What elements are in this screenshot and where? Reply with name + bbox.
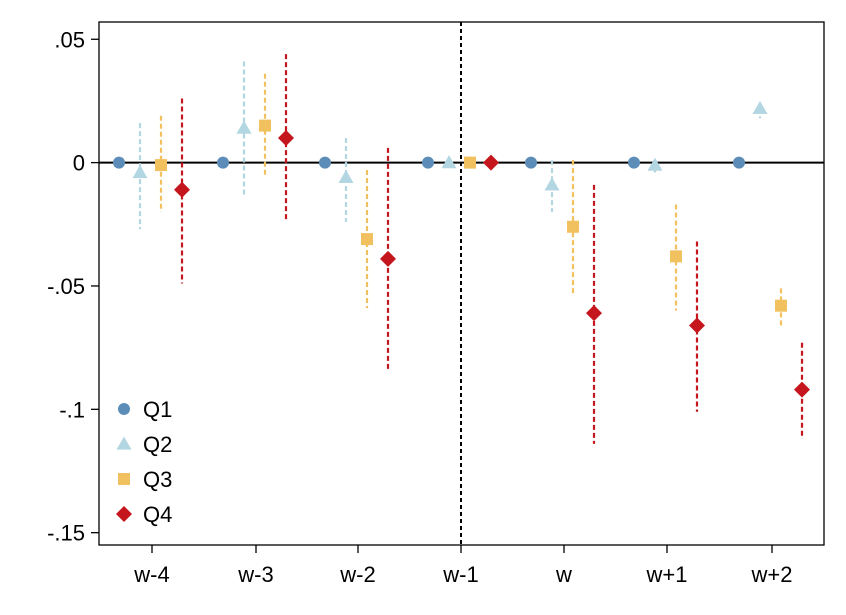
legend-label: Q3 — [143, 467, 172, 492]
point-estimate — [338, 169, 354, 184]
point-estimate — [361, 233, 373, 246]
y-tick-label: .05 — [54, 27, 85, 52]
x-tick-label: w — [555, 562, 572, 587]
x-tick-label: w+1 — [646, 562, 688, 587]
y-tick-label: -.1 — [59, 397, 85, 422]
point-estimate — [132, 164, 148, 179]
point-estimate — [319, 156, 331, 169]
x-tick-label: w-1 — [442, 562, 478, 587]
legend-marker — [118, 403, 130, 415]
point-estimate — [441, 155, 457, 169]
x-tick-label: w-4 — [133, 562, 169, 587]
point-estimate — [752, 100, 768, 114]
point-estimate — [733, 156, 745, 169]
point-estimate — [775, 299, 787, 312]
y-tick-label: 0 — [73, 151, 85, 176]
point-estimate — [794, 381, 810, 398]
x-tick-label: w-3 — [237, 562, 273, 587]
legend-marker — [116, 436, 132, 450]
series-q4 — [174, 54, 810, 444]
point-estimate — [217, 156, 229, 169]
point-estimate — [525, 156, 537, 169]
legend-label: Q2 — [143, 432, 172, 457]
x-tick-label: w+2 — [751, 562, 793, 587]
series-q2 — [132, 61, 768, 230]
legend-marker — [118, 473, 130, 485]
legend-marker — [116, 506, 132, 522]
x-tick-label: w-2 — [339, 562, 375, 587]
point-estimate — [236, 120, 252, 134]
point-estimate — [422, 156, 434, 169]
legend-item: Q1 — [118, 397, 172, 422]
point-estimate — [689, 317, 705, 334]
legend-item: Q2 — [116, 432, 172, 457]
y-tick-label: -.15 — [47, 521, 85, 546]
point-estimate — [113, 156, 125, 169]
point-estimate — [464, 156, 476, 169]
legend-label: Q4 — [143, 502, 172, 527]
point-estimate — [647, 157, 663, 171]
point-estimate — [155, 159, 167, 172]
point-estimate — [380, 250, 396, 267]
point-estimate — [628, 156, 640, 169]
series-q3 — [155, 73, 787, 326]
series-q1 — [113, 156, 745, 169]
point-estimate — [483, 154, 499, 171]
legend-label: Q1 — [143, 397, 172, 422]
point-estimate — [259, 119, 271, 132]
y-tick-label: -.05 — [47, 274, 85, 299]
point-estimate — [670, 250, 682, 263]
legend-item: Q3 — [118, 467, 172, 492]
point-estimate — [567, 220, 579, 233]
legend: Q1 Q2 Q3 Q4 — [116, 397, 172, 527]
point-estimate — [544, 177, 560, 191]
point-estimate — [278, 129, 294, 146]
point-estimate — [586, 305, 602, 322]
legend-item: Q4 — [116, 502, 172, 527]
marks-layer — [113, 54, 810, 444]
point-estimate — [174, 181, 190, 198]
